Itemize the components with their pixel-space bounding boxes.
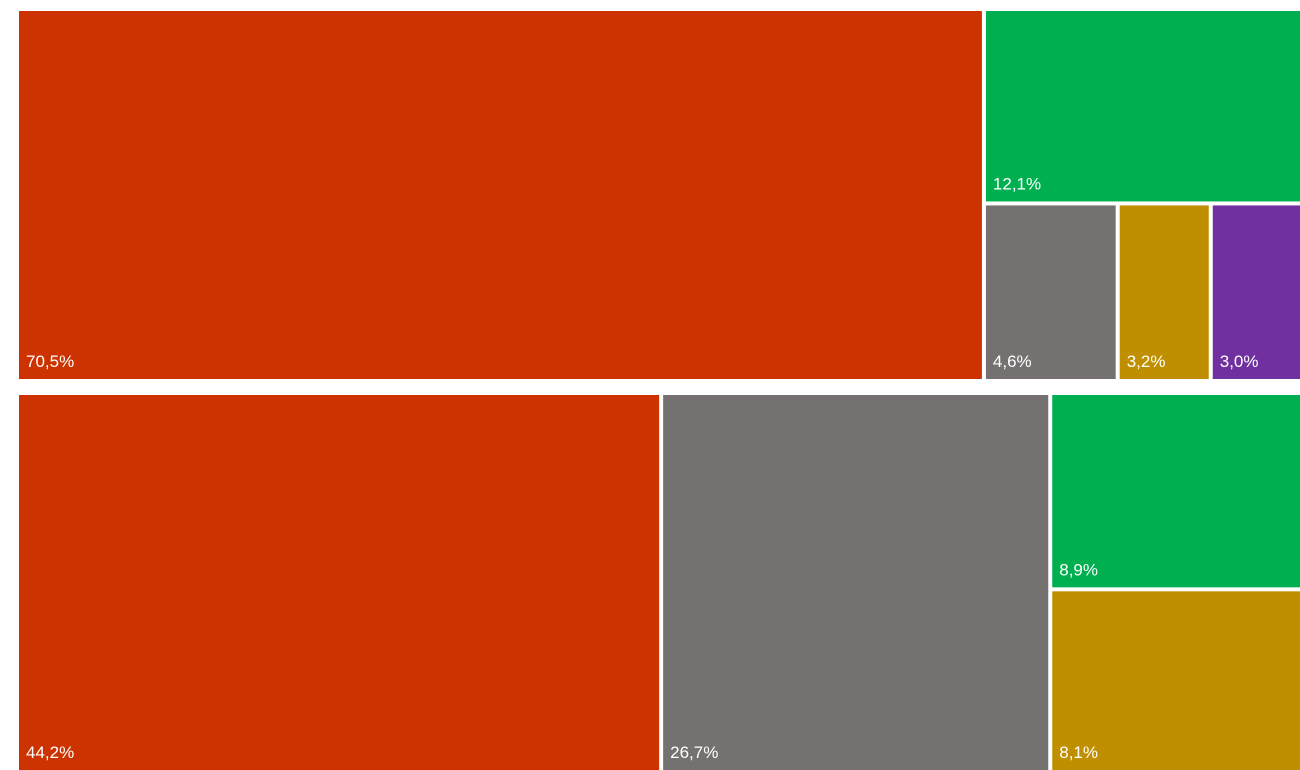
treemap-cell-1-2 (1052, 395, 1300, 588)
treemap-panel-top: 70,5% 12,1% 4,6% 3,2% 3,0% (19, 11, 1300, 379)
treemap-cell-0-1 (985, 11, 1300, 202)
treemap-label-0-3: 3,2% (1127, 352, 1166, 371)
treemap-cell-0-3 (1119, 205, 1209, 379)
treemap-cell-0-2 (985, 205, 1116, 379)
treemap-label-1-0: 44,2% (26, 743, 74, 762)
treemap-label-1-2: 8,9% (1059, 560, 1098, 579)
treemap-cell-1-3 (1052, 591, 1300, 770)
treemap-label-1-3: 8,1% (1059, 743, 1098, 762)
treemap-cell-1-1 (663, 395, 1049, 770)
treemap-label-0-0: 70,5% (26, 352, 74, 371)
treemap-cell-0-4 (1212, 205, 1300, 379)
treemap-label-0-4: 3,0% (1220, 352, 1259, 371)
treemap-label-0-1: 12,1% (993, 174, 1041, 193)
treemap-label-0-2: 4,6% (993, 352, 1032, 371)
treemap-cell-1-0 (19, 395, 660, 770)
treemap-label-1-1: 26,7% (670, 743, 718, 762)
treemap-panel-bottom: 44,2% 26,7% 8,9% 8,1% (19, 395, 1300, 770)
treemap-cell-0-0 (19, 11, 982, 379)
